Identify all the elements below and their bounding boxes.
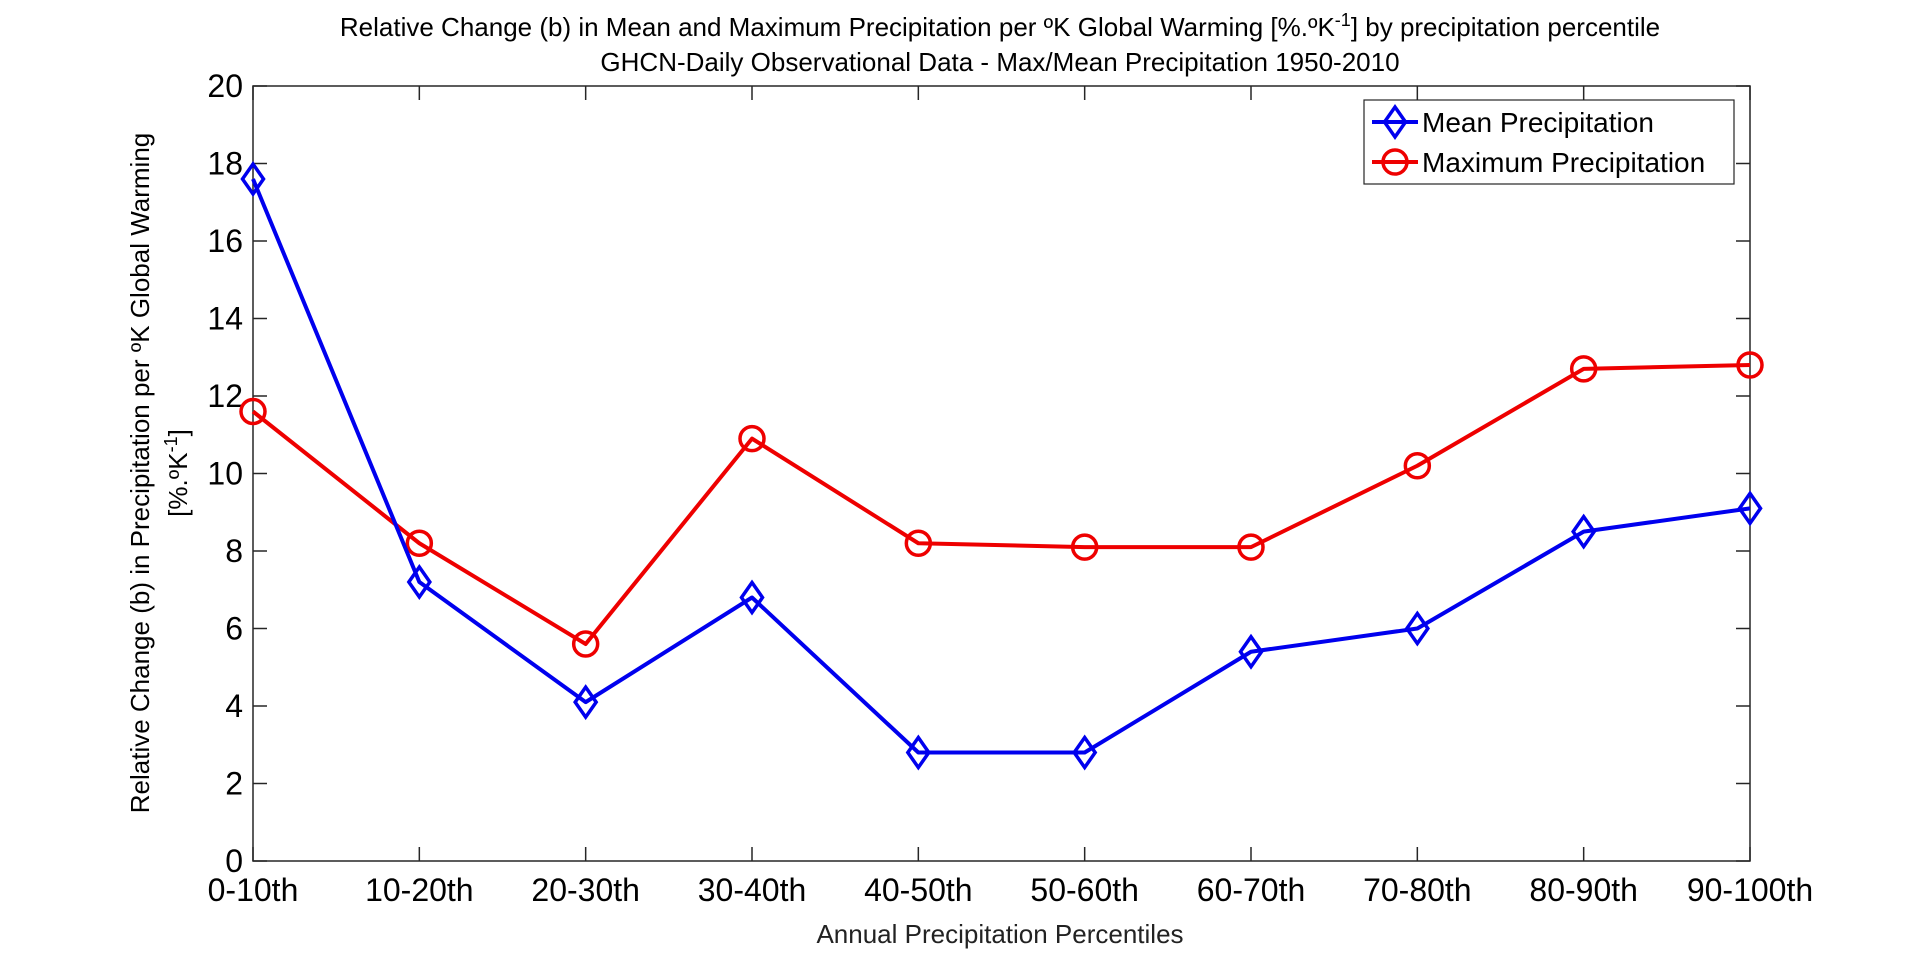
data-point [905,734,931,771]
x-tick-label: 20-30th [531,872,640,908]
y-tick-label: 20 [207,68,243,104]
y-axis-label-line1: Relative Change (b) in Precipitation per… [125,133,155,814]
chart-title-pre: Relative Change (b) in Mean and Maximum … [340,12,1336,42]
series-line [251,178,1751,755]
data-point [240,160,266,198]
data-point [1736,351,1764,379]
data-point [904,529,933,557]
data-point [571,630,600,658]
data-point [1072,734,1098,771]
y-tick-label: 6 [225,611,243,647]
legend: Mean Precipitation Maximum Precipitation [1363,99,1735,185]
y-axis-label-line2-pre: [%.ºK [163,452,193,517]
data-point [1404,610,1430,647]
x-tick-label: 70-80th [1363,872,1472,908]
y-tick-label: 16 [207,223,243,259]
x-tick-label: 60-70th [1197,872,1306,908]
chart-subtitle: GHCN-Daily Observational Data - Max/Mean… [600,47,1399,77]
series-layer [239,160,1764,771]
data-point [573,684,599,721]
y-tick-label: 10 [207,456,243,492]
chart-title: Relative Change (b) in Mean and Maximum … [340,10,1660,42]
x-tick-label: 90-100th [1687,872,1813,908]
y-tick-label: 18 [207,146,243,182]
x-tick-label: 80-90th [1529,872,1638,908]
y-tick-label: 2 [225,766,243,802]
data-point [1569,355,1598,383]
y-tick-label: 12 [207,378,243,414]
data-point [1237,533,1265,561]
y-axis-label: Relative Change (b) in Precipitation per… [125,133,193,814]
legend-label: Mean Precipitation [1422,107,1654,138]
data-point [1238,633,1264,670]
series-line [251,363,1751,646]
legend-label: Maximum Precipitation [1422,147,1705,178]
y-tick-label: 4 [225,688,243,724]
y-axis-label-line2-sup: -1 [161,436,181,452]
data-point [405,529,434,557]
data-point [738,424,766,453]
x-tick-label: 40-50th [864,872,973,908]
x-tick-label: 50-60th [1030,872,1139,908]
y-axis-label-line2-post: ] [163,429,193,436]
y-tick-label: 0 [225,843,243,879]
chart-title-sup: -1 [1335,10,1351,30]
series-circle [239,351,1764,658]
data-point [239,397,267,426]
legend-marker [1382,103,1408,141]
chart-title-post: ] by precipitation percentile [1351,12,1660,42]
data-point [739,579,765,616]
y-tick-label: 14 [207,301,243,337]
legend-marker [1381,148,1409,176]
data-point [1571,513,1597,550]
data-point [1737,490,1763,527]
x-tick-label: 10-20th [365,872,474,908]
data-point [1070,533,1099,561]
x-axis-label: Annual Precipitation Percentiles [816,919,1183,949]
data-point [1403,452,1432,480]
plot-area [252,85,1751,862]
x-tick-label: 0-10th [208,872,299,908]
y-axis-label-line2: [%.ºK-1] [161,429,193,517]
legend-box [1363,99,1735,185]
x-tick-label: 30-40th [698,872,807,908]
series-diamond [240,160,1763,771]
y-tick-label: 8 [225,533,243,569]
y-axis: 0 2 4 6 8 10 12 14 16 18 20 [207,68,1750,879]
data-point [406,563,432,601]
legend-items: Mean Precipitation Maximum Precipitation [1372,103,1705,178]
x-axis: 0-10th 10-20th 20-30th 30-40th 40-50th 50-60t… [208,86,1813,908]
